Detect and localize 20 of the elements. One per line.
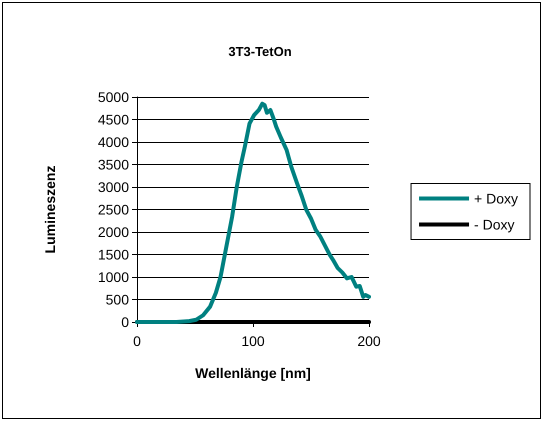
- x-tick-label: 200: [357, 333, 381, 349]
- y-tick-label: 4500: [98, 112, 130, 128]
- y-tick-label: 3500: [98, 156, 130, 172]
- y-axis-title: Lumineszenz: [42, 166, 58, 254]
- legend-label: + Doxy: [474, 190, 518, 206]
- chart-title: 3T3-TetOn: [228, 44, 292, 59]
- y-tick-label: 3000: [98, 179, 130, 195]
- y-tick-label: 1000: [98, 269, 130, 285]
- y-tick-label: 0: [121, 314, 130, 330]
- y-tick-label: 4000: [98, 134, 130, 150]
- y-tick-label: 1500: [98, 246, 130, 262]
- x-tick-label: 0: [133, 333, 142, 349]
- x-tick-label: 100: [241, 333, 265, 349]
- y-tick-label: 2500: [98, 202, 130, 218]
- y-tick-label: 500: [106, 292, 130, 308]
- y-tick-label: 5000: [98, 89, 130, 105]
- line-series: [135, 102, 371, 324]
- x-axis-title: Wellenlänge [nm]: [195, 365, 311, 381]
- y-tick-label: 2000: [98, 224, 130, 240]
- legend-label: - Doxy: [474, 216, 514, 232]
